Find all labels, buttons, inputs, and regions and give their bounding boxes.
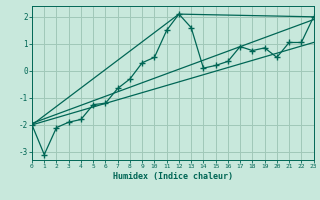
X-axis label: Humidex (Indice chaleur): Humidex (Indice chaleur) [113, 172, 233, 181]
